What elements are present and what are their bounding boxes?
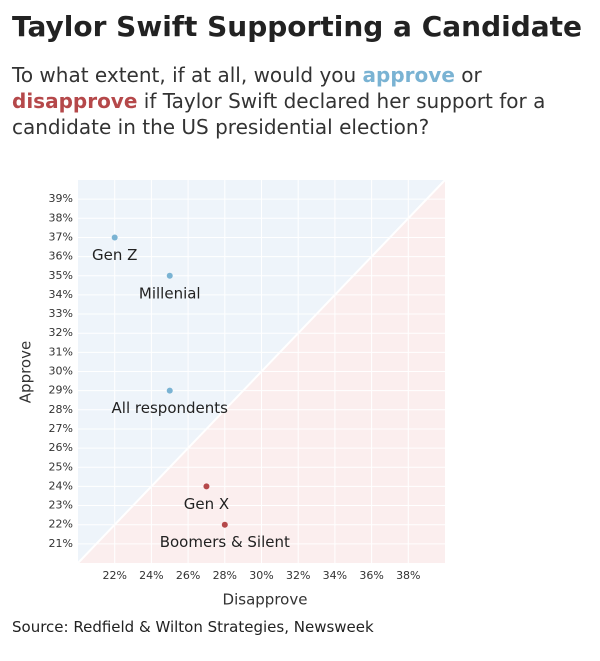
source: Source: Redfield & Wilton Strategies, Ne… (12, 618, 374, 636)
y-tick-label: 24% (49, 479, 73, 492)
subtitle-text: To what extent, if at all, would you (12, 63, 363, 87)
y-tick-label: 39% (49, 192, 73, 205)
point (221, 521, 228, 528)
x-tick-label: 26% (176, 569, 200, 582)
diagonal (77, 179, 446, 564)
point-label: All respondents (112, 399, 229, 417)
y-tick-label: 29% (49, 384, 73, 397)
point-label: Millenial (139, 284, 201, 302)
point (203, 483, 210, 490)
y-tick-label: 32% (49, 326, 73, 339)
y-tick-label: 30% (49, 365, 73, 378)
y-tick-label: 35% (49, 269, 73, 282)
y-tick-label: 21% (49, 537, 73, 550)
y-tick-label: 23% (49, 499, 73, 512)
x-tick-label: 38% (396, 569, 420, 582)
chart-title: Taylor Swift Supporting a Candidate (12, 10, 583, 43)
point-label: Gen Z (92, 246, 137, 264)
y-tick-label: 31% (49, 345, 73, 358)
point (166, 272, 173, 279)
y-axis-label: Approve (17, 341, 35, 403)
subtitle-disapprove: disapprove (12, 89, 138, 113)
subtitle-text: or (454, 63, 482, 87)
y-tick-label: 37% (49, 230, 73, 243)
y-tick-label: 28% (49, 403, 73, 416)
y-tick-label: 36% (49, 250, 73, 263)
point (111, 234, 118, 241)
y-tick-label: 25% (49, 460, 73, 473)
x-axis-label: Disapprove (223, 591, 308, 609)
point-label: Boomers & Silent (160, 533, 290, 551)
plot-background (77, 179, 446, 564)
x-tick-label: 24% (139, 569, 163, 582)
x-tick-label: 28% (213, 569, 237, 582)
y-tick-label: 26% (49, 441, 73, 454)
y-tick-label: 33% (49, 307, 73, 320)
x-tick-label: 32% (286, 569, 310, 582)
x-tick-label: 36% (359, 569, 383, 582)
x-tick-label: 22% (102, 569, 126, 582)
y-tick-label: 34% (49, 288, 73, 301)
x-tick-label: 34% (323, 569, 347, 582)
subtitle-text: if Taylor Swift declared her support for… (12, 89, 546, 139)
y-tick-label: 27% (49, 422, 73, 435)
subtitle-approve: approve (362, 63, 455, 87)
point (166, 387, 173, 394)
point-label: Gen X (184, 495, 229, 513)
chart-subtitle: To what extent, if at all, would you app… (12, 62, 588, 140)
y-tick-label: 38% (49, 211, 73, 224)
y-tick-label: 22% (49, 518, 73, 531)
x-tick-label: 30% (249, 569, 273, 582)
